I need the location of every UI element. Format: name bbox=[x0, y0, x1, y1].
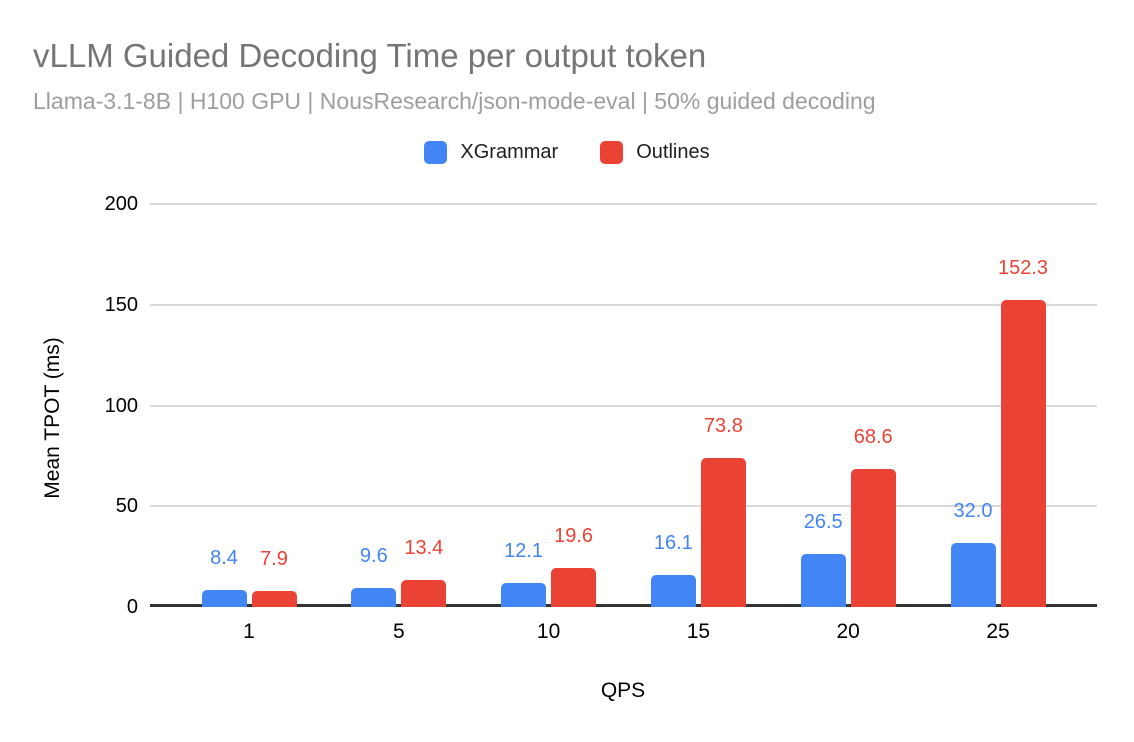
bar-value-label-xgrammar-qps-25: 32.0 bbox=[953, 499, 993, 522]
x-tick-label-1: 1 bbox=[243, 620, 255, 643]
plot-area: 0 50 100 150 200 1 8.4 7.9 5 9.6 13.4 10 12.1 19.6 15 1… bbox=[105, 193, 1097, 643]
bar-value-label-outlines-qps-1: 7.9 bbox=[260, 548, 288, 571]
x-axis-line bbox=[150, 604, 1097, 607]
y-tick-label-100: 100 bbox=[104, 394, 138, 417]
bar-value-label-xgrammar-qps-15: 16.1 bbox=[653, 531, 693, 554]
gridline-50 bbox=[150, 505, 1097, 508]
x-tick-label-15: 15 bbox=[686, 620, 711, 643]
legend-label-outlines: Outlines bbox=[636, 141, 710, 163]
x-tick-label-10: 10 bbox=[536, 620, 561, 643]
bar-value-label-outlines-qps-10: 19.6 bbox=[554, 524, 594, 547]
bar-xgrammar-qps-20 bbox=[800, 553, 846, 607]
bar-value-label-outlines-qps-25: 152.3 bbox=[997, 257, 1049, 280]
legend: XGrammar Outlines bbox=[0, 141, 1134, 164]
y-tick-label-50: 50 bbox=[115, 495, 138, 518]
gridline-200 bbox=[150, 203, 1097, 205]
bar-outlines-qps-25 bbox=[1000, 300, 1046, 607]
chart-subtitle: Llama-3.1-8B | H100 GPU | NousResearch/j… bbox=[33, 88, 876, 114]
x-tick-label-5: 5 bbox=[392, 620, 405, 643]
x-tick-label-20: 20 bbox=[836, 620, 860, 643]
xgrammar-swatch-icon bbox=[424, 141, 448, 164]
y-tick-label-150: 150 bbox=[104, 293, 138, 316]
y-tick-label-0: 0 bbox=[126, 596, 138, 618]
bar-outlines-qps-1 bbox=[251, 591, 297, 607]
bar-value-label-xgrammar-qps-1: 8.4 bbox=[210, 547, 238, 570]
bar-xgrammar-qps-5 bbox=[351, 587, 397, 607]
bar-outlines-qps-5 bbox=[401, 580, 447, 607]
bar-value-label-xgrammar-qps-5: 9.6 bbox=[359, 544, 388, 567]
x-tick-label-25: 25 bbox=[986, 620, 1010, 643]
legend-label-xgrammar: XGrammar bbox=[460, 141, 559, 163]
y-axis-title: Mean TPOT (ms) bbox=[41, 337, 64, 499]
y-tick-label-200: 200 bbox=[104, 193, 138, 215]
bar-value-label-outlines-qps-5: 13.4 bbox=[404, 537, 444, 559]
gridline-100 bbox=[150, 404, 1097, 407]
chart-title: vLLM Guided Decoding Time per output tok… bbox=[33, 37, 707, 74]
bar-outlines-qps-15 bbox=[700, 458, 746, 607]
bar-value-label-xgrammar-qps-10: 12.1 bbox=[504, 539, 544, 562]
gridline-150 bbox=[150, 303, 1097, 306]
x-axis-title: QPS bbox=[600, 679, 646, 702]
bar-value-label-xgrammar-qps-20: 26.5 bbox=[803, 510, 843, 533]
bar-outlines-qps-10 bbox=[551, 567, 597, 607]
bar-value-label-outlines-qps-20: 68.6 bbox=[853, 425, 893, 448]
bar-xgrammar-qps-25 bbox=[950, 542, 996, 607]
legend-item-outlines: Outlines bbox=[600, 141, 710, 164]
bar-xgrammar-qps-10 bbox=[501, 582, 547, 607]
legend-item-xgrammar: XGrammar bbox=[424, 141, 558, 164]
bar-xgrammar-qps-1 bbox=[201, 590, 247, 607]
outlines-swatch-icon bbox=[600, 141, 624, 164]
bar-value-label-outlines-qps-15: 73.8 bbox=[703, 415, 743, 438]
bar-xgrammar-qps-15 bbox=[650, 574, 696, 607]
bar-outlines-qps-20 bbox=[850, 468, 896, 607]
